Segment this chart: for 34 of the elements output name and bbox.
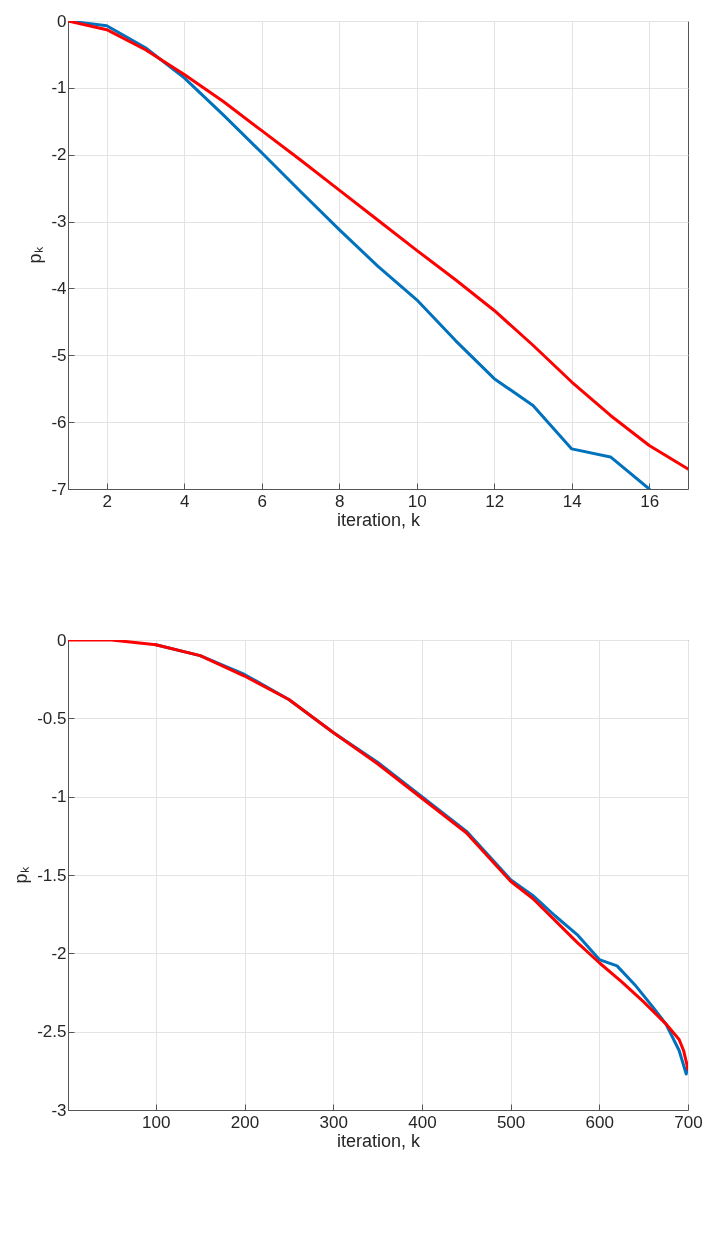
y-tick-label: -2 <box>51 943 67 963</box>
x-axis-title: iteration, k <box>336 509 422 530</box>
x-tick-label: 12 <box>485 491 505 511</box>
y-tick-label: -1 <box>51 78 67 98</box>
y-tick-label: -2 <box>51 145 67 165</box>
x-tick-label: 2 <box>102 491 112 511</box>
x-tick-label: 700 <box>674 1112 703 1132</box>
y-tick-label: -3 <box>51 1100 67 1120</box>
y-tick-label: -1 <box>51 787 67 807</box>
x-tick-label: 600 <box>585 1112 614 1132</box>
y-tick-label: 0 <box>57 630 67 650</box>
x-tick-label: 4 <box>180 491 190 511</box>
y-axis-title: pₖ <box>11 866 32 884</box>
y-tick-label: 0 <box>57 11 67 31</box>
y-tick-label: -4 <box>51 278 67 298</box>
y-tick-label: -1.5 <box>37 865 67 885</box>
x-tick-label: 300 <box>319 1112 348 1132</box>
y-tick-label: -2.5 <box>37 1022 67 1042</box>
x-tick-label: 16 <box>640 491 660 511</box>
y-axis-title: pₖ <box>25 246 46 264</box>
x-tick-label: 8 <box>335 491 345 511</box>
y-tick-label: -3 <box>51 212 67 232</box>
x-tick-label: 10 <box>407 491 427 511</box>
y-tick-label: -7 <box>51 479 67 499</box>
y-tick-label: -6 <box>51 412 67 432</box>
x-tick-label: 100 <box>142 1112 171 1132</box>
y-tick-label: -0.5 <box>37 708 67 728</box>
x-axis-title: iteration, k <box>336 1130 422 1151</box>
y-tick-label: -5 <box>51 345 67 365</box>
x-tick-label: 6 <box>257 491 267 511</box>
x-tick-label: 14 <box>562 491 582 511</box>
x-tick-label: 400 <box>408 1112 437 1132</box>
x-tick-label: 200 <box>230 1112 260 1132</box>
x-tick-label: 500 <box>496 1112 526 1132</box>
